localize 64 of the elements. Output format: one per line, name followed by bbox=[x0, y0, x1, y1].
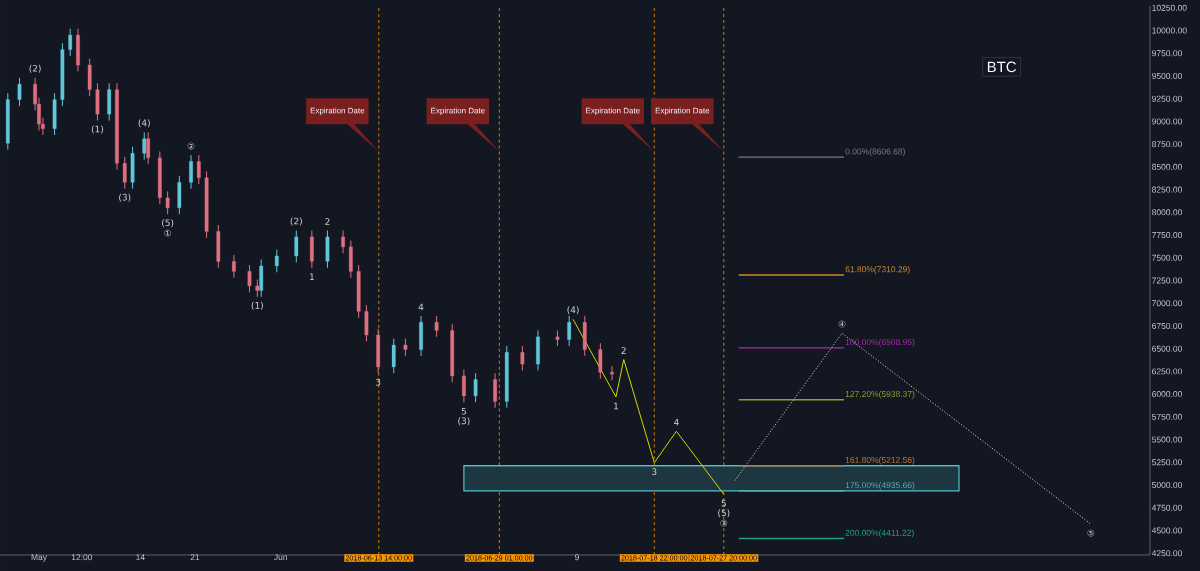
y-tick-label: 5500.00 bbox=[1152, 436, 1182, 443]
y-tick-label: 6750.00 bbox=[1152, 322, 1182, 329]
x-tick-label: Jun bbox=[273, 554, 287, 561]
annotation: (4) bbox=[138, 119, 150, 128]
annotation: (2) bbox=[29, 64, 41, 73]
y-tick-label: 5750.00 bbox=[1152, 413, 1182, 420]
y-tick-label: 4500.00 bbox=[1151, 527, 1182, 534]
y-tick-label: 9750.00 bbox=[1152, 50, 1182, 57]
annotation: 3 bbox=[652, 468, 657, 476]
y-tick-label: 4250.00 bbox=[1151, 550, 1182, 557]
annotation: ⑤ bbox=[1087, 529, 1095, 537]
y-tick-label: 8750.00 bbox=[1152, 141, 1182, 148]
y-tick-label: 4750.00 bbox=[1151, 504, 1182, 511]
y-tick-label: 6000.00 bbox=[1152, 391, 1182, 398]
series-label: 200.00%(4411.22) bbox=[845, 529, 914, 538]
y-tick-label: 9500.00 bbox=[1152, 72, 1182, 79]
annotation: (1) bbox=[91, 125, 104, 134]
x-tick-label: 12:00 bbox=[71, 554, 93, 561]
y-tick-label: 10250.00 bbox=[1152, 4, 1187, 11]
y-tick-label: 6250.00 bbox=[1152, 368, 1182, 375]
annotation: 2 bbox=[325, 218, 330, 225]
y-tick-label: 9250.00 bbox=[1152, 95, 1182, 102]
y-tick-label: 8500.00 bbox=[1152, 163, 1182, 170]
annotation: 1 bbox=[310, 273, 314, 281]
y-tick-label: 8250.00 bbox=[1152, 186, 1182, 193]
x-tick-label: May bbox=[31, 554, 47, 562]
annotation: ② bbox=[187, 142, 195, 150]
annotation: 5 bbox=[461, 407, 466, 415]
annotation: (5) bbox=[718, 509, 730, 518]
annotation: (3) bbox=[458, 417, 470, 426]
annotation: ③ bbox=[720, 519, 728, 527]
y-tick-label: 7000.00 bbox=[1152, 300, 1182, 307]
annotation: (4) bbox=[567, 306, 579, 315]
annotation: 3 bbox=[375, 378, 381, 386]
y-tick-label: 5000.00 bbox=[1152, 482, 1182, 488]
annotation: ④ bbox=[838, 320, 846, 328]
annotation: 1 bbox=[614, 402, 618, 410]
annotation: ① bbox=[164, 229, 171, 237]
annotation: 4 bbox=[673, 419, 679, 426]
y-tick-label: 8000.00 bbox=[1152, 209, 1182, 216]
annotation: 2 bbox=[621, 347, 626, 354]
y-tick-label: 6500.00 bbox=[1152, 345, 1182, 352]
text: BTC bbox=[987, 61, 1017, 73]
x-tick-label: 21 bbox=[190, 554, 200, 561]
y-tick-label: 7250.00 bbox=[1152, 277, 1182, 284]
y-tick-label: 5250.00 bbox=[1152, 459, 1182, 466]
series-label: 127.20%(5938.37) bbox=[845, 390, 915, 399]
annotation: (1) bbox=[251, 301, 263, 310]
y-tick-label: 7500.00 bbox=[1152, 254, 1182, 261]
y-tick-label: 9000.00 bbox=[1152, 118, 1182, 125]
x-tick-label: 14 bbox=[136, 554, 145, 561]
y-tick-label: 10000.00 bbox=[1152, 27, 1187, 34]
annotation: 5 bbox=[721, 499, 726, 507]
series-label: 61.80%(7310.29) bbox=[845, 266, 910, 274]
x-tick-label: 9 bbox=[574, 554, 579, 561]
series-label: 0.00%(8606.68) bbox=[845, 148, 905, 157]
y-tick-label: 7750.00 bbox=[1152, 232, 1182, 239]
series-label: 161.80%(5212.56) bbox=[845, 456, 915, 465]
series-label: 100.00%(6508.95) bbox=[845, 338, 915, 347]
annotation: 4 bbox=[418, 303, 424, 311]
series-label: 175.00%(4935.66) bbox=[845, 481, 915, 490]
annotation: (3) bbox=[119, 193, 131, 202]
annotation: (2) bbox=[290, 217, 302, 226]
annotation: (5) bbox=[162, 219, 174, 228]
